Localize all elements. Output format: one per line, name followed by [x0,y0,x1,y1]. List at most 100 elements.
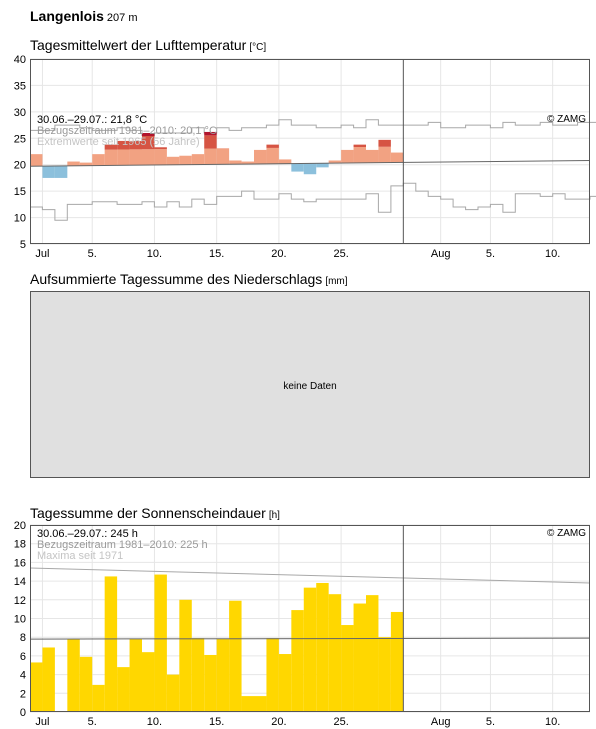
sunshine-x-tick-label: 15. [209,716,224,728]
temperature-plot-border [30,59,590,244]
temperature-y-tick-label: 30 [14,107,26,119]
sunshine-bar [142,652,155,712]
sunshine-bar [42,647,55,712]
temperature-bar [30,154,43,167]
temperature-bar [266,147,279,164]
temperature-title-text: Tagesmittelwert der Lufttemperatur [30,37,247,53]
sunshine-chart: 0 2 4 6 8 10 12 14 16 18 20 Jul 5. 10. 15. 20. 25. Aug 5. 1… [14,520,591,728]
station-elevation: 207 m [106,12,138,24]
sunshine-bar [179,599,192,712]
sunshine-bar [278,654,292,712]
temperature-bar [353,147,366,163]
temperature-y-tick-label: 25 [14,133,26,145]
temperature-x-tick-label: 10. [545,248,560,260]
temperature-bar [328,160,342,164]
temperature-y-tick-label: 15 [14,186,26,198]
sunshine-bar [341,625,354,712]
sunshine-y-tick-label: 0 [20,707,26,719]
temperature-bar [266,144,279,148]
sunshine-plot-border [30,525,590,712]
temperature-x-tick-label: 15. [209,248,224,260]
temperature-bar [42,166,55,178]
temperature-bar [67,161,80,166]
temperature-bar [204,135,217,149]
sunshine-legend-maxima: Maxima seit 1971 [37,550,123,562]
precipitation-unit: [mm] [325,276,348,287]
sunshine-bar [328,594,342,712]
temperature-x-tick-label: 25. [333,248,348,260]
temperature-bar [254,149,267,164]
temperature-bar [154,149,167,165]
sunshine-y-tick-label: 8 [20,632,26,644]
temperature-x-tick-label: Jul [35,248,49,260]
sunshine-bar [216,639,230,712]
station-header: Langenlois 207 m [30,8,137,24]
temperature-bar [241,161,254,165]
temperature-min-extreme-line [30,182,596,221]
temperature-title: Tagesmittelwert der Lufttemperatur [°C] [30,37,266,53]
temperature-bar [166,156,180,165]
sunshine-copyright: © ZAMG [547,528,586,539]
temperature-bar [341,149,354,164]
sunshine-bar [154,574,167,712]
sunshine-y-tick-label: 2 [20,688,26,700]
sunshine-bar [390,611,404,712]
temperature-bar [117,140,130,150]
temperature-bar [216,148,230,165]
temperature-bar [366,149,379,163]
temperature-bar [390,152,404,163]
temperature-normal-line [29,159,591,167]
temperature-x-tick-label: 10. [147,248,162,260]
sunshine-normal-line [29,637,591,640]
temperature-bar [104,144,118,150]
temperature-bar [104,149,118,166]
sunshine-x-tick-label: 5. [486,716,495,728]
sunshine-x-tick-label: 10. [545,716,560,728]
sunshine-title: Tagessumme der Sonnenscheindauer [h] [30,505,280,521]
temperature-bar [129,140,142,150]
sunshine-x-tick-label: 10. [147,716,162,728]
sunshine-bar [67,639,80,712]
sunshine-y-tick-label: 4 [20,670,26,682]
temperature-bar [204,148,217,165]
temperature-bar [117,149,130,166]
temperature-bar [142,133,155,137]
sunshine-y-tick-label: 14 [14,576,26,588]
sunshine-bar [378,637,391,712]
sunshine-bar [204,654,217,712]
sunshine-y-tick-label: 20 [14,520,26,532]
temperature-bar [154,147,167,150]
sunshine-bar [129,639,142,712]
temperature-chart: 5 10 15 20 25 30 35 40 Jul 5. 10. 15. 20. 25. Aug 5. 10.… [14,54,596,260]
temperature-x-tick-label: 20. [271,248,286,260]
precipitation-title-text: Aufsummierte Tagessumme des Niederschlag… [30,271,323,287]
sunshine-y-tick-label: 6 [20,651,26,663]
temperature-bar [191,154,205,165]
temperature-y-tick-label: 20 [14,160,26,172]
temperature-legend-extremes: Extremwerte seit 1965 (56 Jahre) [37,136,200,148]
temperature-bar [303,163,317,175]
sunshine-bar [79,656,93,712]
temperature-bar [378,139,391,147]
temperature-bar [142,149,155,166]
temperature-bar [378,146,391,163]
temperature-legend-current: 30.06.–29.07.: 21,8 °C [37,114,147,126]
temperature-bar [142,136,155,150]
sunshine-bar [92,684,105,712]
temperature-bar [179,155,192,165]
sunshine-y-tick-label: 12 [14,595,26,607]
sunshine-legend-reference: Bezugszeitraum 1981–2010: 225 h [37,539,208,551]
sunshine-x-tick-label: Aug [431,716,451,728]
temperature-bar [54,165,68,178]
temperature-x-tick-label: 5. [88,248,97,260]
temperature-bar [291,163,304,172]
sunshine-bar [316,582,329,712]
temperature-bar [278,159,292,164]
sunshine-bar [254,696,267,712]
temperature-plot: 5 10 15 20 25 30 35 40 Jul 5. 10. 15. 20. 25. Aug 5. 10. [14,54,596,260]
precipitation-nodata-panel: keine Daten [30,291,590,478]
temperature-max-extreme-line [30,119,596,137]
sunshine-bar [366,595,379,712]
temperature-y-tick-label: 5 [20,239,26,251]
sunshine-unit: [h] [268,510,280,521]
